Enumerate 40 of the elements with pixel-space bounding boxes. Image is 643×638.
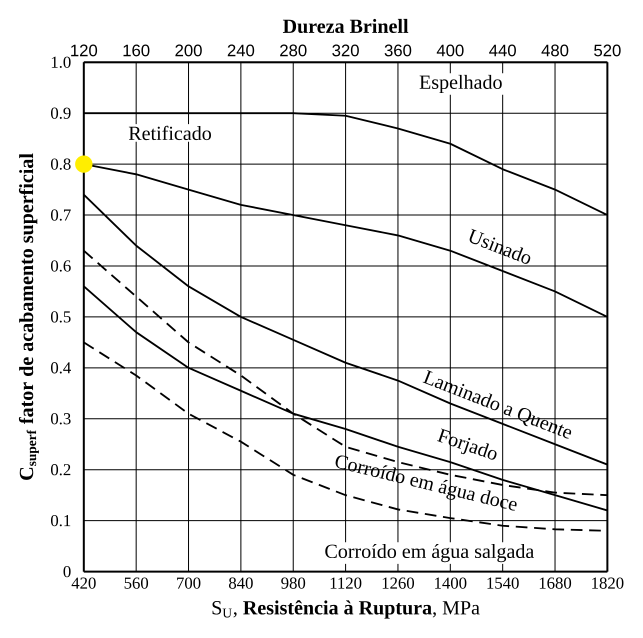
x-tick-label: 1400 — [435, 578, 466, 589]
y-tick-label: 0.2 — [50, 464, 70, 476]
y-tick-label: 0.8 — [50, 158, 71, 170]
x2-tick-label: 280 — [280, 44, 307, 57]
x-tick-label: 560 — [124, 578, 148, 589]
y-tick-label: 0.1 — [50, 515, 70, 527]
y-tick-label: 0.9 — [50, 108, 71, 120]
x2-tick-label: 120 — [71, 44, 98, 57]
x-tick-label: 1680 — [540, 578, 572, 589]
x2-tick-label: 480 — [541, 44, 568, 57]
y-tick-label: 0.6 — [50, 260, 71, 272]
y-tick-label: 0.5 — [50, 311, 71, 323]
y-tick-label: 0.4 — [50, 362, 71, 374]
x2-tick-label: 360 — [384, 44, 412, 57]
x2-axis-title: Dureza Brinell — [282, 19, 408, 34]
x-tick-label: 1540 — [487, 578, 519, 589]
x-tick-label: 420 — [72, 578, 96, 589]
series-label: Corroído em água salgada — [325, 544, 534, 562]
text: Forjado — [437, 428, 497, 460]
x-tick-label: 980 — [281, 578, 306, 589]
y-axis-title: C$_{superf}$ fator de acabamento superficial — [18, 154, 39, 480]
y-tick-label: 0 — [64, 566, 71, 578]
x2-tick-label: 320 — [332, 44, 359, 57]
series-label: Retificado — [128, 126, 211, 140]
x-tick-label: 840 — [228, 578, 253, 589]
x2-tick-label: 440 — [489, 44, 516, 57]
x2-tick-label: 160 — [124, 44, 150, 57]
y-tick-label: 1.0 — [52, 56, 71, 68]
x-tick-label: 1260 — [382, 578, 414, 589]
x2-tick-label: 400 — [436, 44, 464, 57]
x-axis-title: S$_{U}$, Resistência à Ruptura, MPa — [212, 600, 480, 619]
x-tick-label: 700 — [177, 578, 200, 589]
x2-tick-label: 520 — [594, 44, 621, 57]
series-label: Espelhado — [420, 75, 502, 94]
x-tick-label: 1820 — [592, 578, 624, 589]
x2-tick-label: 200 — [175, 44, 202, 57]
x2-tick-label: 240 — [228, 44, 254, 57]
y-tick-label: 0.3 — [50, 413, 71, 425]
x-tick-label: 1120 — [330, 578, 362, 589]
y-tick-label: 0.7 — [50, 210, 71, 221]
